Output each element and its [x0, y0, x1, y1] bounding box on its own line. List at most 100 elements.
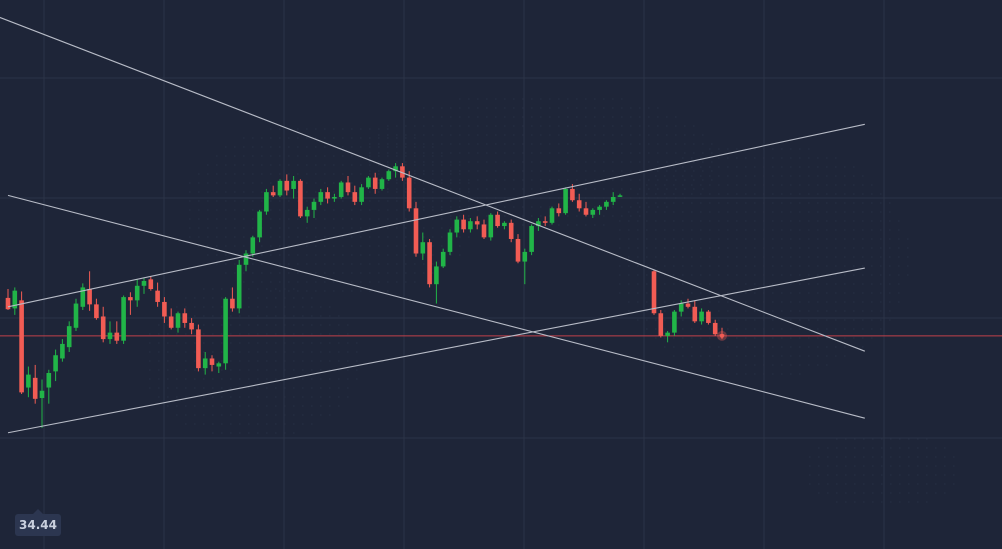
candle-down [372, 177, 378, 189]
candle-down [209, 358, 215, 365]
candle-up [26, 374, 31, 388]
candle-down [128, 297, 133, 301]
candle-down [230, 298, 235, 309]
candle-down [168, 316, 174, 328]
candle-down [692, 306, 698, 322]
candle-up [590, 209, 596, 215]
candle-up [597, 206, 602, 210]
candle-up [264, 192, 269, 212]
candle-up [678, 303, 684, 312]
candle-up [529, 226, 534, 252]
candle-up [60, 343, 65, 359]
candle-down [155, 290, 160, 302]
candle-down [481, 224, 487, 238]
candle-up [420, 242, 426, 254]
candle-up [39, 390, 45, 399]
candle-up [107, 332, 113, 340]
candle-up [80, 287, 86, 307]
candle-up [563, 188, 568, 214]
candle-up [175, 313, 181, 328]
candle-up [46, 372, 52, 388]
candle-up [665, 332, 670, 336]
candle-down [508, 222, 514, 239]
candle-down [5, 297, 11, 310]
candle-down [32, 377, 38, 399]
candle-up [386, 171, 392, 180]
candle-up [468, 221, 473, 230]
candle-down [100, 316, 106, 340]
candle-down [474, 221, 480, 225]
candle-up [502, 222, 507, 227]
candle-up [434, 266, 439, 285]
candle-down [189, 322, 194, 330]
candle-up [223, 298, 228, 364]
candle-down [196, 329, 201, 369]
candle-up [216, 363, 222, 367]
candle-up [236, 264, 242, 309]
candle-up [318, 192, 324, 202]
candle-down [413, 208, 419, 254]
candle-down [87, 289, 92, 305]
candle-down [556, 208, 562, 214]
candle-up [359, 187, 364, 202]
candle-up [522, 251, 528, 262]
candle-down [182, 313, 188, 323]
candle-up [447, 232, 453, 252]
candle-up [141, 280, 147, 286]
candle-up [73, 303, 79, 328]
candle-down [685, 303, 691, 307]
trendline [7, 194, 865, 419]
candle-down [94, 304, 99, 319]
candle-up [699, 311, 704, 322]
candle-up [332, 196, 337, 199]
candle-down [352, 192, 358, 202]
candle-down [706, 311, 711, 323]
candle-up [440, 251, 446, 267]
candle-up [291, 180, 296, 189]
candle-down [345, 182, 351, 193]
candle-up [604, 201, 609, 207]
candle-up [304, 209, 310, 217]
candle-up [66, 326, 72, 348]
candle-up [53, 355, 58, 372]
candle-down [162, 301, 167, 317]
candle-up [257, 211, 262, 238]
candle-down [576, 200, 582, 209]
candle-down [495, 214, 500, 227]
candle-down [658, 313, 664, 336]
candle-up [549, 208, 555, 223]
candle-up [134, 285, 140, 301]
trendline [0, 16, 865, 352]
candle-up [454, 219, 460, 233]
candle-up [617, 195, 623, 197]
candle-up [12, 290, 18, 309]
map-texture [149, 98, 955, 503]
trendline [7, 267, 865, 434]
candle-up [610, 196, 616, 202]
candle-down [427, 242, 432, 285]
candle-down [400, 166, 405, 178]
candle-up [338, 182, 344, 197]
candle-down [406, 177, 412, 209]
current-price-dot [720, 333, 724, 338]
candle-up [379, 179, 385, 189]
candle-up [243, 253, 249, 265]
candle-down [461, 219, 466, 230]
candle-down [570, 188, 575, 201]
candle-down [515, 238, 521, 262]
candle-down [114, 332, 120, 341]
candle-up [202, 358, 208, 369]
candle-down [325, 192, 330, 199]
trendline [7, 123, 865, 308]
candle-up [311, 201, 317, 210]
candle-down [148, 279, 154, 290]
candle-down [542, 221, 548, 223]
candle-down [651, 271, 657, 314]
candle-up [393, 166, 398, 172]
candle-down [298, 180, 303, 217]
candle-up [672, 311, 677, 333]
candle-down [712, 322, 718, 335]
candle-up [488, 214, 494, 238]
